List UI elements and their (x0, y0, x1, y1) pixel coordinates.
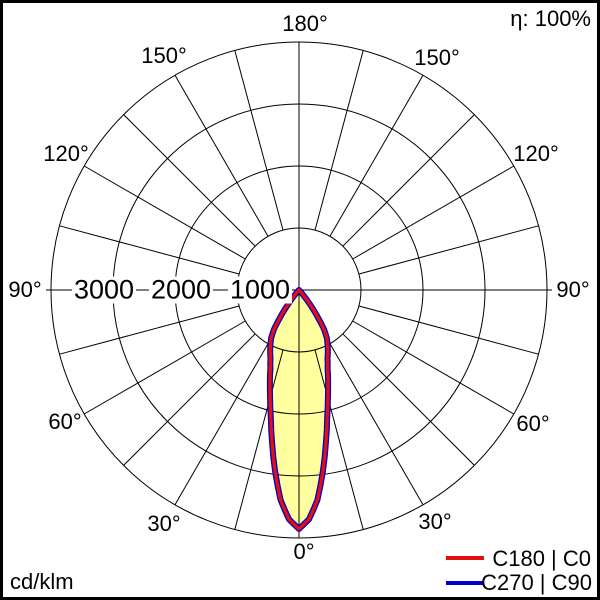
grid-spoke-75 (358, 225, 539, 275)
grid-spoke-150 (329, 343, 424, 506)
ring-value-label-3000: 3000 (71, 274, 137, 305)
grid-spoke-105 (358, 305, 539, 355)
grid-spoke-165 (314, 349, 364, 530)
grid-spoke-120 (352, 320, 515, 415)
legend-line-c270-c90 (446, 581, 483, 585)
grid-spoke-30 (329, 74, 424, 237)
angle-label-30-left: 30° (147, 511, 181, 536)
angle-label-120-right: 120° (513, 141, 559, 166)
angle-label-150-right: 150° (414, 45, 460, 70)
angle-label-60-left: 60° (48, 409, 82, 434)
ring-value-label-2000: 2000 (148, 274, 214, 305)
grid-spoke-315 (123, 114, 256, 247)
angle-label-90-left: 90° (8, 277, 42, 302)
legend-line-c180-c0 (446, 556, 484, 560)
grid-spoke-330 (174, 74, 269, 237)
angle-label-0: 0° (293, 539, 315, 564)
angle-label-150-left: 150° (141, 43, 187, 68)
grid-spoke-15 (314, 50, 364, 231)
legend-label-c270-c90: C270 | C90 (481, 570, 592, 595)
angle-label-180: 180° (282, 11, 328, 36)
grid-spoke-255 (59, 305, 240, 355)
curve-c180-c0 (268, 288, 330, 531)
grid-spoke-225 (123, 333, 256, 466)
grid-spoke-300 (83, 165, 246, 260)
grid-spoke-345 (234, 50, 284, 231)
legend-label-c180-c0: C180 | C0 (492, 546, 591, 571)
angle-label-30-right: 30° (418, 509, 452, 534)
grid-spoke-45 (342, 114, 475, 247)
angle-label-60-right: 60° (516, 411, 550, 436)
grid-spoke-240 (83, 320, 246, 415)
grid-spoke-210 (174, 343, 269, 506)
grid-spoke-135 (342, 333, 475, 466)
ring-value-label-1000: 1000 (227, 274, 293, 305)
angle-label-90-right: 90° (556, 277, 590, 302)
grid-spoke-60 (352, 165, 515, 260)
unit-label: cd/klm (10, 569, 74, 594)
grid-spoke-195 (234, 349, 284, 530)
angle-label-120-left: 120° (43, 141, 89, 166)
grid-spoke-285 (59, 225, 240, 275)
efficiency-label: η: 100% (510, 6, 591, 31)
